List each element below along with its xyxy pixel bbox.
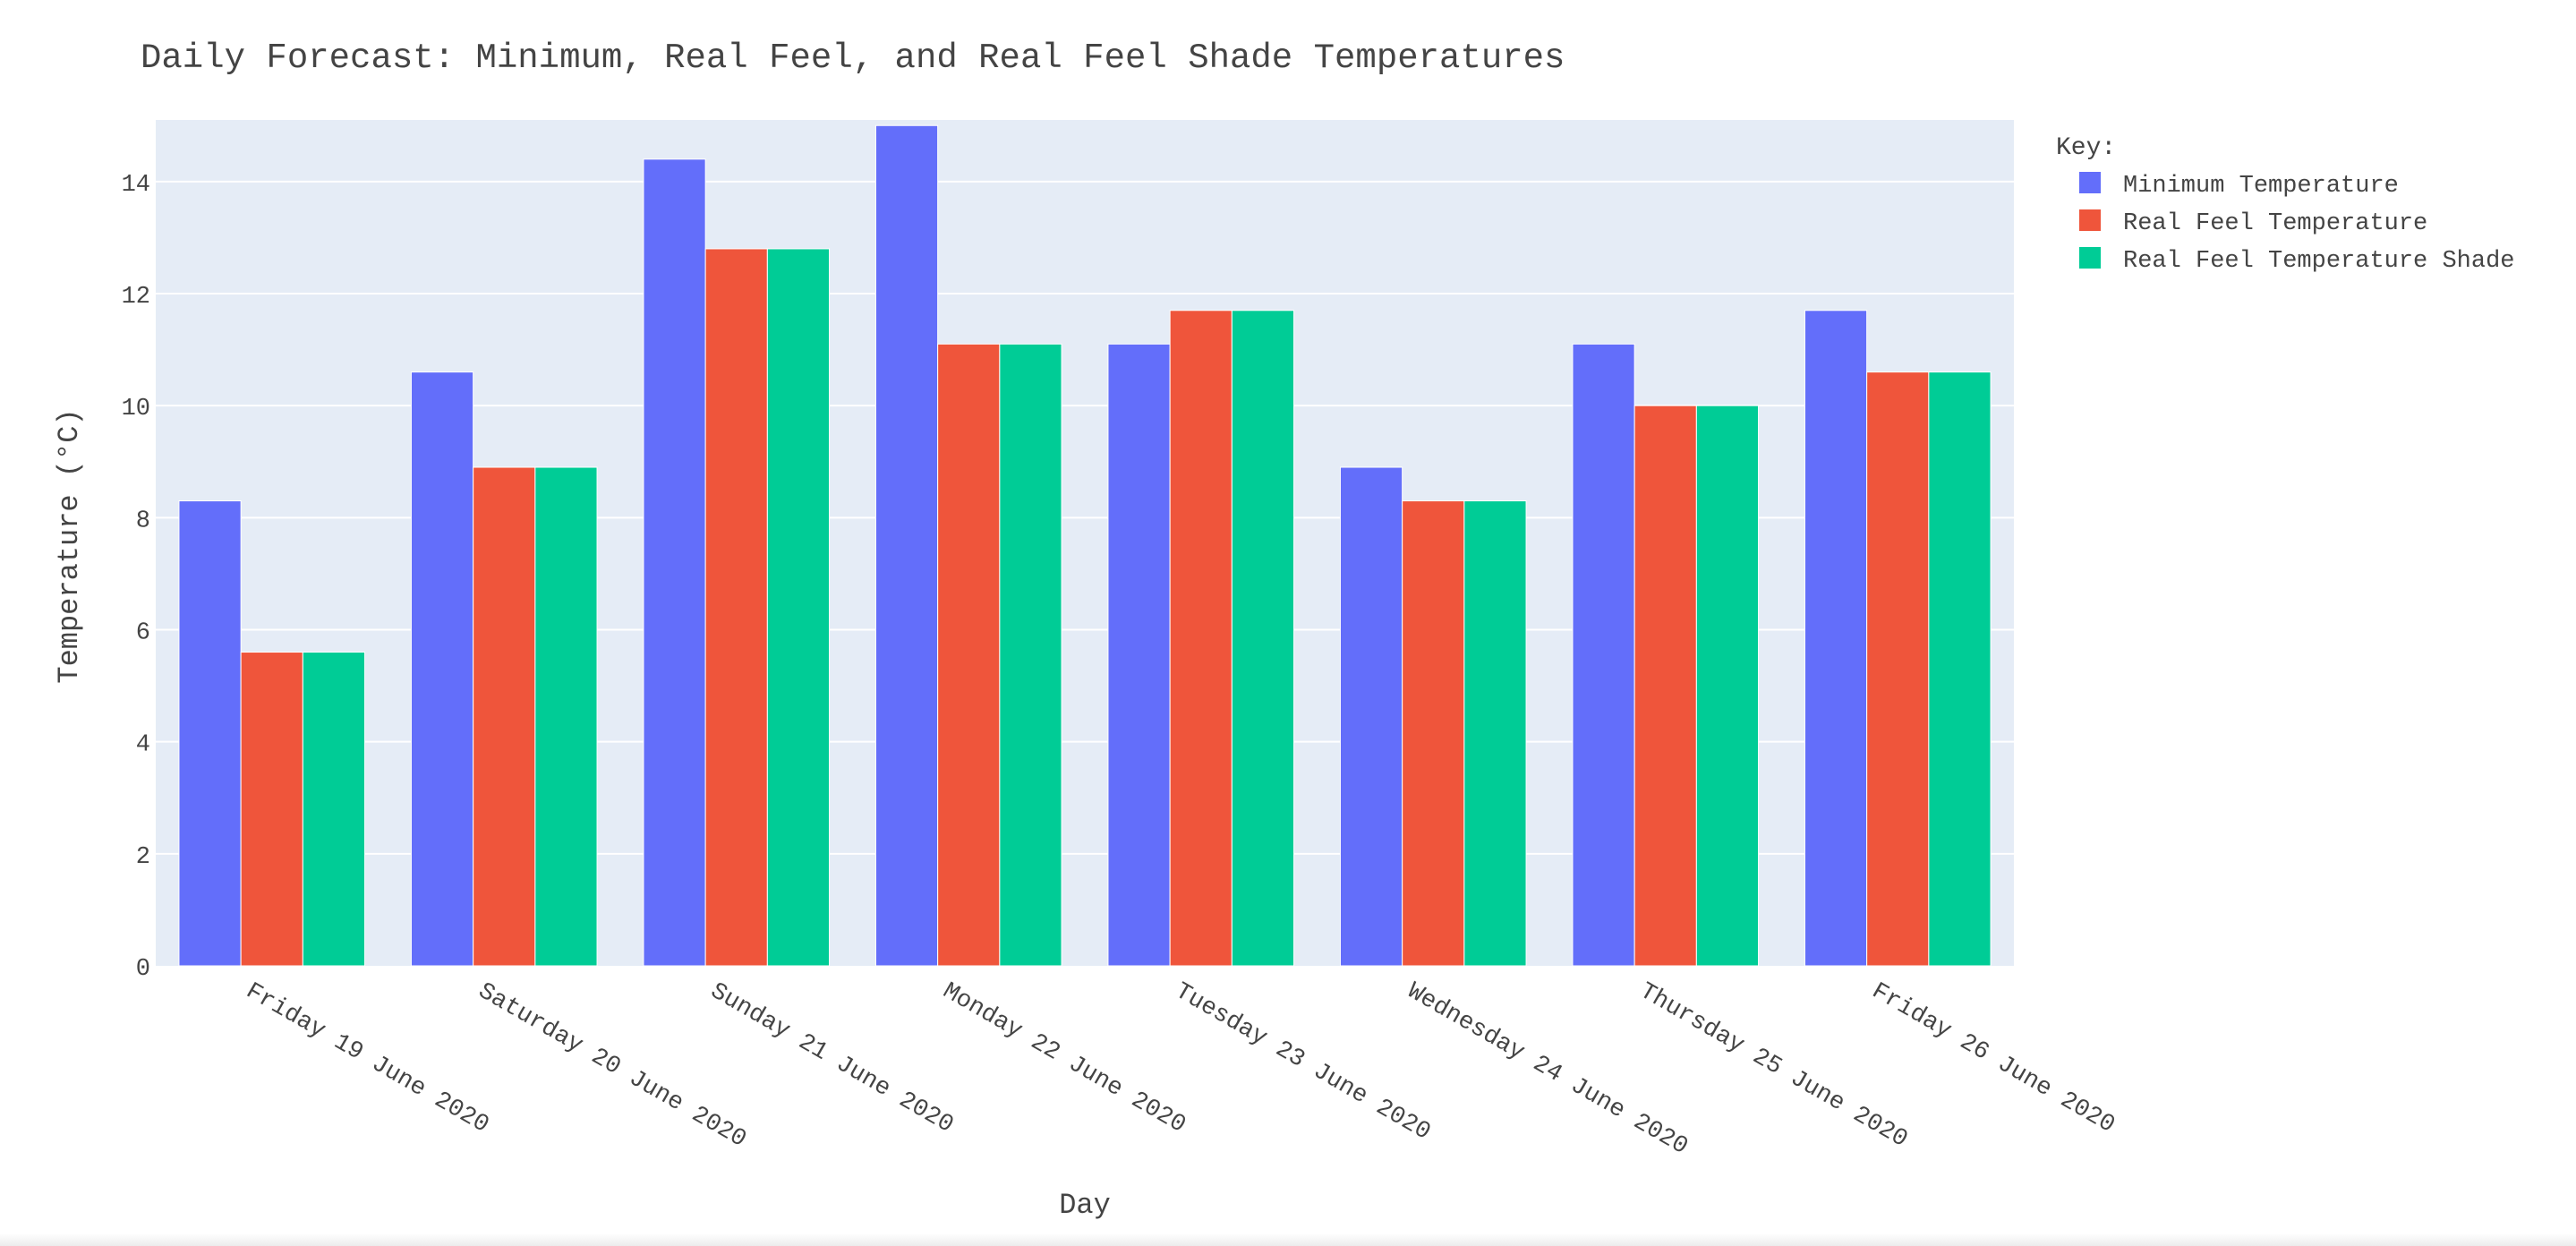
bar-3-2	[534, 466, 598, 967]
legend-entry: Real Feel Temperature Shade	[2123, 248, 2514, 275]
y-tick-label: 12	[122, 284, 150, 311]
bar-2-8	[1866, 371, 1930, 967]
y-tick-label: 2	[136, 844, 150, 871]
chart-title: Daily Forecast: Minimum, Real Feel, and …	[141, 38, 1565, 78]
bar-3-8	[1928, 371, 1992, 967]
bar-2-2	[473, 466, 536, 967]
bar-2-4	[937, 343, 1001, 967]
bar-3-3	[766, 248, 831, 967]
bar-1-5	[1107, 343, 1171, 967]
legend-title: Key:	[2056, 134, 2116, 162]
y-tick-labels: 0 2 4 6 8 10 12 14	[122, 172, 150, 983]
x-tick-label: Monday 22 June 2020	[938, 978, 1190, 1139]
bars	[178, 124, 1992, 967]
bar-3-7	[1695, 405, 1760, 967]
y-tick-label: 14	[122, 172, 150, 199]
bar-1-8	[1804, 310, 1868, 967]
bar-3-6	[1463, 500, 1527, 967]
window-bottom-edge	[0, 1233, 2576, 1246]
legend-swatch	[2079, 172, 2101, 193]
y-tick-label: 6	[136, 620, 150, 647]
bar-2-3	[704, 248, 768, 967]
legend-swatch	[2079, 247, 2101, 269]
bar-1-2	[410, 371, 474, 967]
bar-1-3	[643, 158, 706, 967]
legend-swatch	[2079, 209, 2101, 231]
x-tick-label: Tuesday 23 June 2020	[1170, 978, 1435, 1147]
y-axis-label: Temperature (°C)	[53, 408, 86, 683]
bar-1-4	[874, 124, 939, 967]
x-tick-label: Saturday 20 June 2020	[473, 978, 751, 1154]
bar-3-1	[302, 652, 366, 967]
y-tick-label: 10	[122, 396, 150, 422]
x-tick-label: Thursday 25 June 2020	[1634, 978, 1912, 1154]
legend-entry: Minimum Temperature	[2123, 173, 2399, 200]
bar-3-4	[999, 343, 1062, 967]
bar-1-6	[1339, 466, 1403, 967]
x-axis-label: Day	[1059, 1189, 1111, 1222]
bar-2-1	[240, 652, 303, 967]
bar-1-7	[1572, 343, 1635, 967]
bar-2-6	[1402, 500, 1465, 967]
legend-entry: Real Feel Temperature	[2123, 210, 2427, 237]
bar-2-5	[1169, 310, 1233, 967]
bar-2-7	[1633, 405, 1697, 967]
x-tick-label: Friday 26 June 2020	[1867, 978, 2120, 1139]
x-tick-label: Sunday 21 June 2020	[705, 978, 958, 1139]
legend: Key: Minimum Temperature Real Feel Temper…	[2056, 134, 2514, 275]
y-tick-label: 0	[136, 956, 150, 983]
bar-3-5	[1231, 310, 1295, 967]
x-tick-label: Friday 19 June 2020	[241, 978, 493, 1139]
bar-1-1	[178, 500, 242, 967]
y-tick-label: 8	[136, 508, 150, 534]
y-tick-label: 4	[136, 732, 150, 759]
